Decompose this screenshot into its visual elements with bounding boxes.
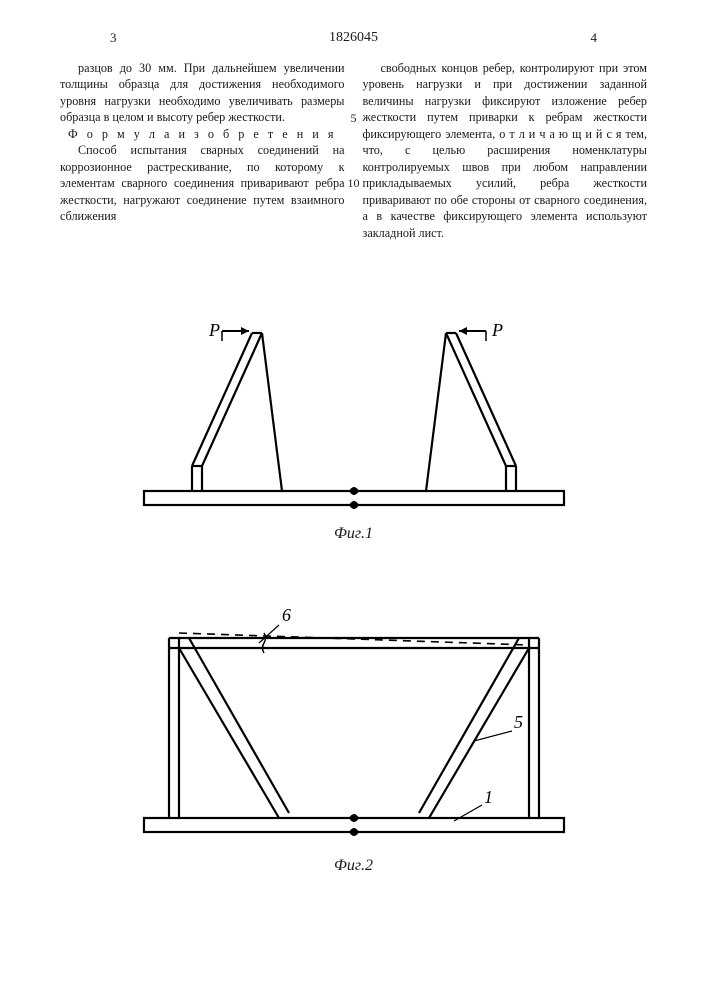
figure-2-svg: 6 5 1: [114, 593, 594, 853]
figure-1-caption: Фиг.1: [60, 525, 647, 543]
patent-page: 3 1826045 4 5 10 разцов до 30 мм. При да…: [0, 0, 707, 1000]
figures-block: P P Фиг.1: [60, 301, 647, 875]
fig1-label-p-left: P: [208, 320, 220, 340]
figure-2-caption: Фиг.2: [60, 857, 647, 875]
page-number-left: 3: [110, 30, 117, 46]
figure-1-svg: P P: [114, 301, 594, 521]
fig2-label-6: 6: [282, 605, 291, 625]
left-column: разцов до 30 мм. При дальнейшем увеличен…: [60, 60, 345, 241]
fig2-label-1: 1: [484, 787, 493, 807]
formula-title: Ф о р м у л а и з о б р е т е н и я: [60, 126, 345, 142]
fig2-label-5: 5: [514, 712, 523, 732]
patent-number: 1826045: [329, 30, 378, 46]
right-paragraph-1: свободных концов ребер, контролируют при…: [363, 60, 648, 241]
left-paragraph-1: разцов до 30 мм. При дальнейшем увеличен…: [60, 60, 345, 126]
line-marker-10: 10: [348, 175, 360, 191]
right-column: свободных концов ребер, контролируют при…: [363, 60, 648, 241]
header-row: 3 1826045 4: [60, 30, 647, 46]
page-number-right: 4: [591, 30, 598, 46]
text-columns: 5 10 разцов до 30 мм. При дальнейшем уве…: [60, 60, 647, 241]
fig1-label-p-right: P: [491, 320, 503, 340]
line-marker-5: 5: [351, 110, 357, 126]
left-paragraph-2: Способ испытания сварных соединений на к…: [60, 142, 345, 224]
